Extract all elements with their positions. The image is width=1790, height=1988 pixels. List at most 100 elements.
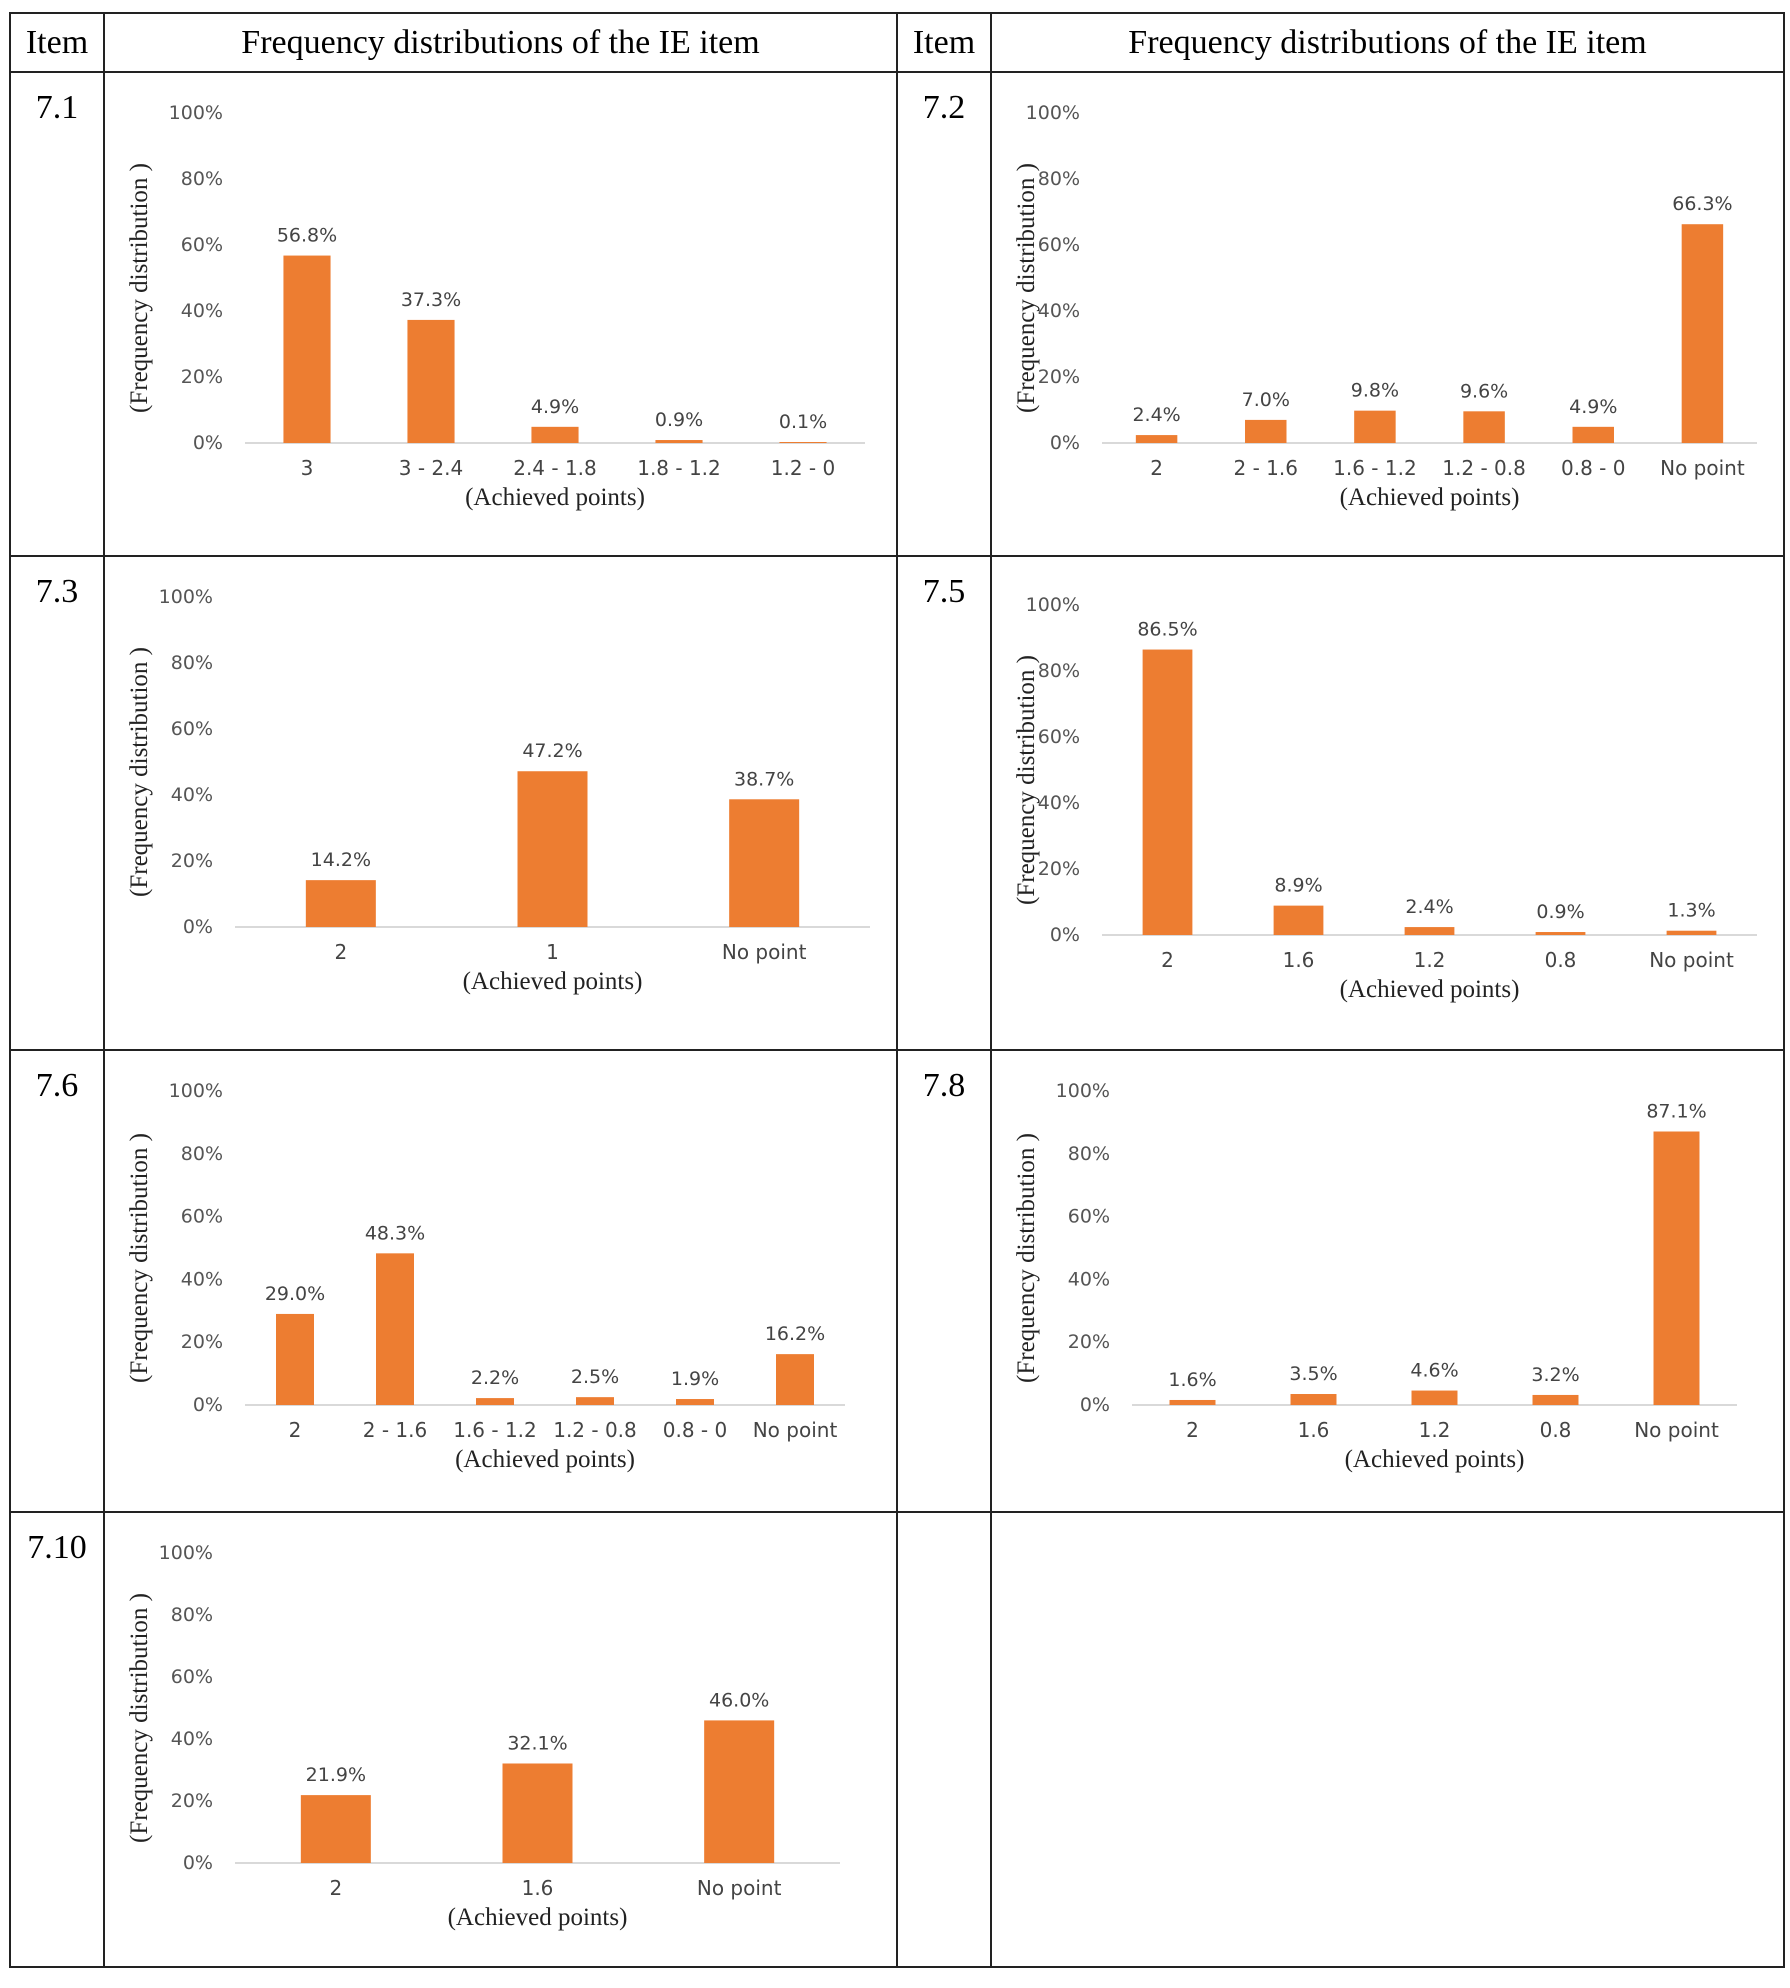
- item-number: 7.2: [922, 89, 966, 126]
- data-label: 4.9%: [1569, 396, 1617, 418]
- bar-chart-item-7-3: 0% 20% 40% 60% 80% 100% 14.2% 2 47.2% 1 38.7% No po…: [126, 586, 870, 995]
- bar: [1653, 1131, 1700, 1405]
- item-number: 7.1: [35, 89, 79, 126]
- y-tick-label: 40%: [1038, 792, 1080, 814]
- x-tick-label: 1.2 - 0.8: [553, 1418, 637, 1442]
- x-axis-title: (Achieved points): [455, 1446, 635, 1473]
- chart-cell: 0% 20% 40% 60% 80% 100% 21.9% 2 32.1% 1.6 46.0% No …: [103, 1511, 898, 1968]
- y-tick-label: 40%: [1068, 1268, 1110, 1290]
- y-axis-title: (Frequency distribution ): [1013, 163, 1040, 413]
- chart-cell: 0% 20% 40% 60% 80% 100% 29.0% 2 48.3% 2 - 1.6 2.2%…: [103, 1049, 898, 1513]
- x-tick-label: No point: [1660, 456, 1745, 480]
- data-label: 4.6%: [1410, 1360, 1458, 1382]
- data-label: 9.6%: [1460, 380, 1508, 402]
- y-tick-label: 0%: [183, 916, 213, 938]
- bar: [779, 442, 827, 443]
- item-cell: 7.5: [896, 555, 992, 1051]
- header-row: Item Frequency distributions of the IE i…: [9, 12, 1785, 73]
- x-tick-label: 3: [301, 456, 314, 480]
- data-label: 46.0%: [709, 1689, 769, 1711]
- y-tick-label: 100%: [1026, 594, 1080, 616]
- x-tick-label: 1.6 - 1.2: [1333, 456, 1417, 480]
- y-tick-label: 20%: [181, 1331, 223, 1353]
- data-label: 48.3%: [365, 1222, 425, 1244]
- item-cell: 7.6: [9, 1049, 105, 1513]
- y-tick-label: 80%: [181, 1143, 223, 1165]
- data-label: 66.3%: [1672, 193, 1732, 215]
- y-tick-label: 0%: [183, 1852, 213, 1874]
- x-tick-label: 0.8: [1545, 948, 1577, 972]
- item-cell: 7.2: [896, 71, 992, 557]
- y-tick-label: 40%: [171, 1728, 213, 1750]
- bar-chart-item-7-10: 0% 20% 40% 60% 80% 100% 21.9% 2 32.1% 1.6 46.0% No …: [126, 1542, 840, 1931]
- header-item-left: Item: [9, 12, 105, 73]
- y-tick-label: 100%: [159, 586, 213, 608]
- y-tick-label: 80%: [1068, 1143, 1110, 1165]
- y-tick-label: 60%: [1068, 1206, 1110, 1228]
- item-number: 7.10: [27, 1529, 87, 1566]
- y-tick-label: 80%: [171, 1604, 213, 1626]
- data-label: 9.8%: [1351, 380, 1399, 402]
- x-tick-label: 2: [334, 940, 347, 964]
- y-tick-label: 40%: [181, 300, 223, 322]
- data-label: 0.9%: [1536, 901, 1584, 923]
- data-label: 1.6%: [1168, 1369, 1216, 1391]
- bar: [283, 255, 331, 443]
- empty-item-cell: [896, 1511, 992, 1968]
- item-cell: 7.8: [896, 1049, 992, 1513]
- chart-cell: 0% 20% 40% 60% 80% 100% 14.2% 2 47.2% 1 38.7% No po…: [103, 555, 898, 1051]
- bar: [1532, 1394, 1579, 1405]
- data-label: 2.2%: [471, 1367, 519, 1389]
- y-axis-title: (Frequency distribution ): [126, 163, 153, 413]
- x-tick-label: 1.2: [1414, 948, 1446, 972]
- x-tick-label: 2: [1186, 1418, 1199, 1442]
- y-tick-label: 0%: [1050, 432, 1080, 454]
- data-label: 37.3%: [401, 289, 461, 311]
- chart-cell: 0% 20% 40% 60% 80% 100% 86.5% 2 8.9% 1.6 2.4% 1.2 0.…: [990, 555, 1785, 1051]
- data-label: 3.2%: [1531, 1364, 1579, 1386]
- y-tick-label: 80%: [171, 652, 213, 674]
- bar: [476, 1398, 514, 1405]
- bar: [1411, 1390, 1458, 1405]
- x-axis-title: (Achieved points): [1340, 976, 1520, 1003]
- bar: [1681, 224, 1724, 443]
- bar: [502, 1763, 573, 1863]
- data-label: 32.1%: [507, 1732, 567, 1754]
- data-label: 47.2%: [522, 740, 582, 762]
- item-number: 7.8: [922, 1067, 966, 1104]
- chart-cell: 0% 20% 40% 60% 80% 100% 56.8% 3 37.3% 3 - 2.4 4.9%…: [103, 71, 898, 557]
- y-axis-title: (Frequency distribution ): [1013, 1133, 1040, 1383]
- y-tick-label: 60%: [1038, 234, 1080, 256]
- bar: [1666, 930, 1717, 935]
- bar: [376, 1253, 414, 1405]
- x-tick-label: 1.6: [1283, 948, 1315, 972]
- bar: [1290, 1394, 1337, 1405]
- bar: [1135, 435, 1178, 443]
- x-tick-label: 1: [546, 940, 559, 964]
- bar-chart-item-7-2: 0% 20% 40% 60% 80% 100% 2.4% 2 7.0% 2 - 1.6 9.8% 1.…: [1013, 102, 1757, 511]
- bar: [1354, 410, 1396, 443]
- bar: [1404, 927, 1455, 935]
- y-tick-label: 40%: [1038, 300, 1080, 322]
- y-tick-label: 80%: [1038, 168, 1080, 190]
- bar: [517, 771, 588, 927]
- data-label: 1.3%: [1667, 900, 1715, 922]
- data-label: 4.9%: [531, 396, 579, 418]
- data-label: 2.4%: [1405, 896, 1453, 918]
- y-tick-label: 80%: [1038, 660, 1080, 682]
- x-tick-label: 1.8 - 1.2: [637, 456, 721, 480]
- bar: [676, 1399, 714, 1405]
- bar: [1572, 426, 1614, 443]
- header-item-right: Item: [896, 12, 992, 73]
- data-label: 87.1%: [1646, 1101, 1706, 1123]
- data-label: 7.0%: [1242, 389, 1290, 411]
- data-label: 16.2%: [765, 1323, 825, 1345]
- data-label: 2.5%: [571, 1366, 619, 1388]
- bar-chart-item-7-6: 0% 20% 40% 60% 80% 100% 29.0% 2 48.3% 2 - 1.6 2.2%…: [126, 1080, 845, 1473]
- item-number: 7.5: [922, 573, 966, 610]
- y-axis-title: (Frequency distribution ): [126, 1133, 153, 1383]
- bar: [1535, 932, 1586, 935]
- x-tick-label: 1.2 - 0: [771, 456, 835, 480]
- table-row: 7.1 0% 20% 40% 60% 80% 100% 56.8% 3 37.3% 3 - 2.4…: [9, 71, 1785, 557]
- x-axis-title: (Achieved points): [1340, 484, 1520, 511]
